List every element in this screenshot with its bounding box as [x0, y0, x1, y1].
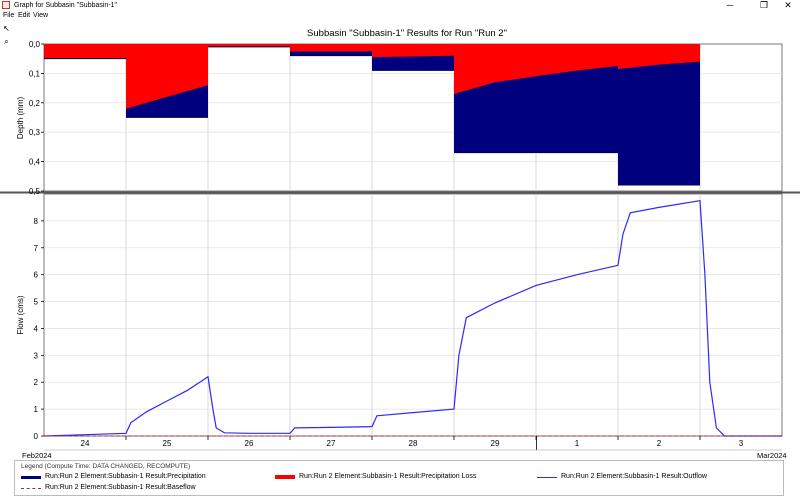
x-tick-label: 3 [739, 439, 744, 448]
depth-tick-label: 0,2 [29, 99, 41, 108]
depth-axis-label: Depth (mm) [16, 97, 25, 140]
flow-plot-area [43, 193, 783, 437]
tool-strip: ↖ ⌕ [0, 21, 13, 461]
depth-tick-label: 0,5 [29, 187, 41, 196]
outflow-swatch [537, 477, 557, 478]
precipitation-swatch [21, 476, 41, 479]
menu-file[interactable]: File [3, 12, 15, 19]
zoom-icon[interactable]: ⌕ [4, 37, 9, 46]
window-title: Graph for Subbasin "Subbasin-1" [14, 2, 118, 9]
maximize-button[interactable]: ❐ [759, 0, 769, 10]
x-tick-label: 27 [327, 439, 336, 448]
x-tick-label: 29 [491, 439, 500, 448]
flow-tick-label: 2 [34, 378, 39, 387]
month-label-feb: Feb2024 [22, 451, 52, 460]
legend-label: Run:Run 2 Element:Subbasin-1 Result:Prec… [45, 473, 206, 480]
x-tick-label: 1 [575, 439, 580, 448]
flow-tick-label: 0 [34, 432, 39, 441]
flow-tick-label: 8 [34, 217, 39, 226]
x-tick-label: 25 [163, 439, 172, 448]
baseflow-swatch [21, 488, 41, 489]
results-chart: 0,0 0,1 0,2 0,3 0,4 0,5 0 1 2 3 4 5 6 7 8 24 25 26 27 28 29 1… [0, 28, 800, 460]
app-icon [2, 1, 10, 9]
chart-title: Subbasin "Subbasin-1" Results for Run "R… [307, 28, 507, 39]
menu-bar: File Edit View [0, 11, 800, 21]
title-bar: Graph for Subbasin "Subbasin-1" ─ ❐ ✕ [0, 0, 800, 11]
precipitation-loss-area [44, 44, 700, 109]
x-tick-label: 2 [657, 439, 662, 448]
menu-view[interactable]: View [33, 12, 49, 19]
pointer-icon[interactable]: ↖ [3, 24, 10, 33]
x-tick-label: 28 [409, 439, 418, 448]
legend: Legend (Compute Time: DATA CHANGED, RECO… [14, 460, 784, 496]
flow-tick-label: 1 [34, 405, 39, 414]
flow-tick-label: 4 [34, 324, 39, 333]
precipitation-loss-swatch [275, 475, 295, 479]
flow-tick-label: 6 [34, 271, 39, 280]
flow-tick-label: 3 [34, 351, 39, 360]
depth-tick-label: 0,3 [29, 128, 41, 137]
depth-tick-label: 0,1 [29, 69, 41, 78]
depth-tick-label: 0,4 [29, 158, 41, 167]
flow-tick-label: 7 [34, 244, 39, 253]
legend-label: Run:Run 2 Element:Subbasin-1 Result:Outf… [561, 473, 707, 480]
legend-title: Legend (Compute Time: DATA CHANGED, RECO… [21, 463, 191, 470]
x-tick-label: 26 [245, 439, 254, 448]
flow-axis-label: Flow (cms) [16, 295, 25, 334]
outflow-line [43, 200, 782, 437]
close-button[interactable]: ✕ [784, 0, 792, 10]
flow-tick-label: 5 [34, 298, 39, 307]
x-tick-label: 24 [81, 439, 90, 448]
menu-edit[interactable]: Edit [18, 12, 31, 19]
depth-tick-label: 0,0 [29, 40, 41, 49]
minimize-button[interactable]: ─ [726, 0, 734, 10]
month-label-mar: Mar2024 [757, 451, 787, 460]
legend-label: Run:Run 2 Element:Subbasin-1 Result:Prec… [299, 473, 477, 480]
legend-label: Run:Run 2 Element:Subbasin-1 Result:Base… [45, 484, 196, 491]
